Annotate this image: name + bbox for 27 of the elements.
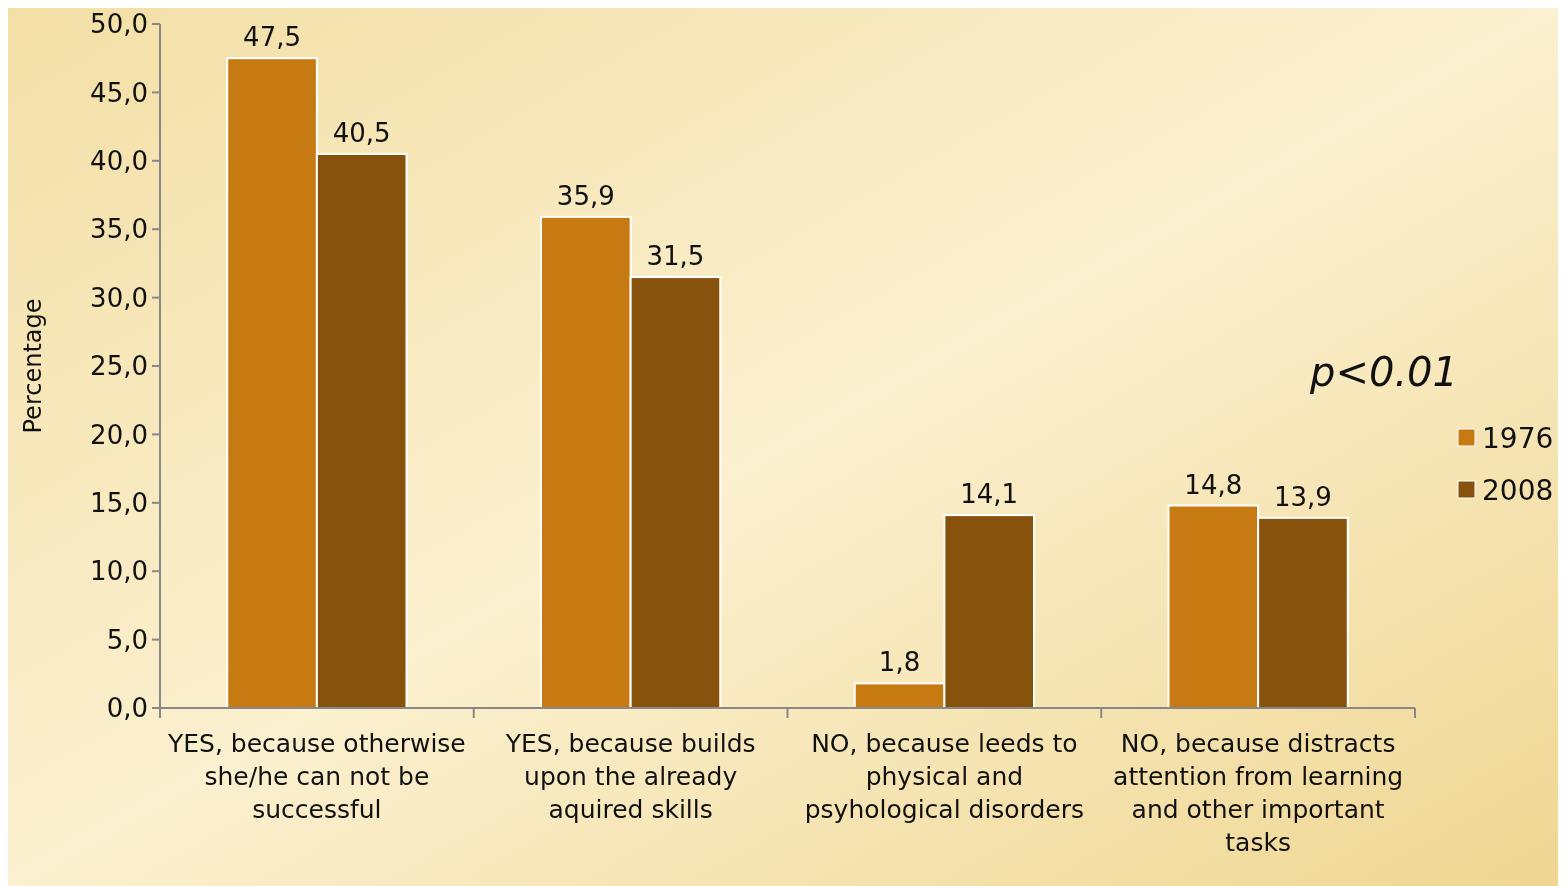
data-label: 47,5 [243, 22, 301, 53]
y-tick-label: 40,0 [90, 145, 148, 176]
x-tick-label: NO, because leeds to physical and psyhological disorders [804, 729, 1085, 824]
data-label: 40,5 [332, 117, 391, 148]
data-label: 1,8 [878, 647, 921, 678]
y-tick-label: 20,0 [90, 419, 148, 450]
x-tick-label: NO, because distracts attention from learning and other important tasks [1113, 729, 1404, 857]
y-tick-label: 25,0 [90, 351, 148, 382]
data-label: 14,8 [1184, 469, 1243, 500]
y-tick-label: 5,0 [106, 624, 148, 655]
y-axis-title: Percentage [19, 298, 47, 434]
data-label: 35,9 [556, 180, 615, 211]
y-tick-label: 45,0 [90, 77, 148, 108]
legend-label: 1976 [1482, 421, 1554, 455]
x-tick-label: YES, because builds upon the already aquired skills [504, 729, 756, 824]
data-label: 14,1 [960, 479, 1019, 510]
data-label: 31,5 [646, 241, 705, 272]
annotation: p<0.01 [1309, 349, 1458, 395]
y-tick-label: 35,0 [90, 214, 148, 245]
y-tick-label: 30,0 [90, 282, 148, 313]
legend-label: 2008 [1482, 473, 1554, 507]
y-tick-label: 15,0 [90, 487, 148, 518]
y-tick-label: 10,0 [90, 556, 148, 587]
y-tick-label: 0,0 [106, 693, 148, 724]
y-tick-label: 50,0 [90, 9, 148, 40]
x-tick-label: YES, because otherwise she/he can not be successful [167, 729, 466, 824]
data-label: 13,9 [1274, 481, 1332, 512]
